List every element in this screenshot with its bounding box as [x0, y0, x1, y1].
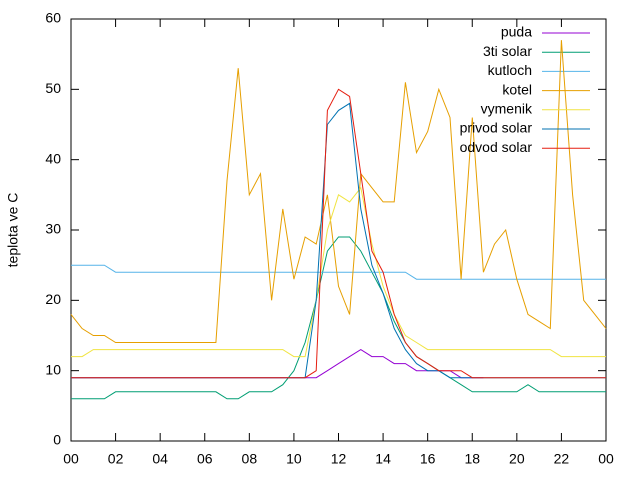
series-line	[71, 88, 606, 379]
series-line	[71, 349, 484, 379]
legend-label: kotel	[502, 81, 532, 97]
x-tick-label: 12	[331, 451, 347, 467]
plot-border	[70, 18, 607, 442]
legend-label: 3ti solar	[483, 43, 532, 59]
x-tick-label: 14	[375, 451, 391, 467]
y-tick-label: 0	[53, 432, 61, 448]
series-line	[71, 186, 606, 358]
y-tick-label: 30	[45, 221, 61, 237]
x-tick-label: 16	[420, 451, 436, 467]
legend-label: privod solar	[460, 120, 533, 136]
x-tick-label: 00	[598, 451, 614, 467]
x-tick-label: 08	[242, 451, 258, 467]
x-tick-label: 02	[108, 451, 124, 467]
series-line	[71, 264, 606, 280]
x-tick-label: 10	[286, 451, 302, 467]
x-tick-label: 22	[554, 451, 570, 467]
y-tick-label: 20	[45, 291, 61, 307]
x-tick-label: 20	[509, 451, 525, 467]
y-axis-label: teplota ve C	[5, 193, 21, 268]
series-line	[71, 236, 606, 400]
x-tick-label: 04	[152, 451, 168, 467]
legend-label: puda	[501, 24, 532, 40]
legend-label: kutloch	[488, 62, 532, 78]
legend-label: vymenik	[481, 101, 533, 117]
y-tick-label: 60	[45, 10, 61, 26]
x-tick-label: 18	[464, 451, 480, 467]
series-line	[70, 40, 607, 343]
x-tick-label: 00	[63, 451, 79, 467]
y-tick-label: 40	[45, 150, 61, 166]
y-tick-label: 10	[45, 361, 61, 377]
legend-label: odvod solar	[460, 139, 533, 155]
y-tick-label: 50	[45, 80, 61, 96]
x-tick-label: 06	[197, 451, 213, 467]
